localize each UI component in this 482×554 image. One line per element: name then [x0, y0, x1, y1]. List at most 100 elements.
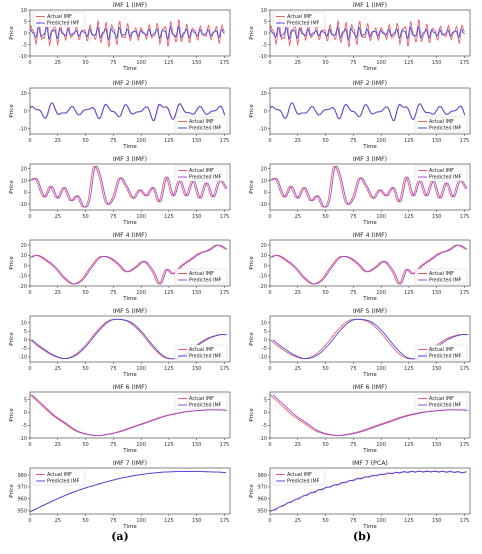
- legend-box: [272, 469, 326, 486]
- legend-box: [414, 344, 468, 361]
- series-line-actual: [270, 244, 466, 285]
- x-tick-label: 150: [432, 290, 442, 296]
- y-tick-label: 10: [21, 178, 27, 184]
- x-tick-label: 150: [432, 366, 442, 372]
- x-tick-label: 50: [82, 366, 88, 372]
- y-tick-label: 950: [17, 508, 27, 514]
- series-line-predicted: [30, 471, 227, 513]
- x-tick-label: 150: [432, 442, 442, 448]
- x-tick-label: 100: [136, 518, 146, 524]
- x-tick-label: 100: [376, 518, 386, 524]
- y-tick-label: 0: [264, 109, 267, 115]
- chart-7-a: IMF 7 (IMF) 0 25 50 75 100 125 150 175 950 960 970 9…: [9, 460, 231, 530]
- y-tick-label: -5: [22, 346, 27, 352]
- x-axis-label: Time: [122, 296, 137, 302]
- legend-entry: Actual IMF: [189, 396, 214, 402]
- chart-5-b: IMF 5 (IMF) 0 25 50 75 100 125 150 175 -10 -5 0 5 10 T…: [249, 308, 471, 378]
- x-tick-label: 25: [295, 366, 301, 372]
- x-tick-label: 0: [28, 214, 31, 220]
- x-axis-label: Time: [122, 372, 137, 378]
- y-axis-label: Price: [249, 180, 255, 194]
- x-tick-label: 25: [295, 518, 301, 524]
- y-tick-label: -10: [259, 355, 267, 361]
- plot-frame: [269, 163, 471, 211]
- plot-frame: [269, 315, 471, 363]
- x-tick-label: 0: [28, 138, 31, 144]
- x-tick-label: 150: [432, 214, 442, 220]
- x-tick-label: 75: [350, 366, 356, 372]
- chart-1-a: IMF 1 (IMF) 0 25 50 75 100 125 150 175 -10 -5 0 5 10 T…: [9, 2, 231, 72]
- x-tick-label: 150: [432, 60, 442, 66]
- x-tick-label: 50: [82, 442, 88, 448]
- x-tick-label: 100: [376, 366, 386, 372]
- legend-entry: Actual IMF: [189, 347, 214, 353]
- series-line-predicted: [270, 25, 465, 42]
- series-line-predicted: [271, 244, 468, 285]
- x-tick-label: 0: [28, 60, 31, 66]
- y-tick-label: -10: [259, 126, 267, 132]
- panel-label-a: (a): [111, 530, 129, 543]
- x-tick-label: 75: [350, 60, 356, 66]
- x-tick-label: 100: [376, 290, 386, 296]
- chart-title: IMF 6 (IMF): [353, 384, 387, 391]
- x-tick-label: 50: [322, 442, 328, 448]
- y-tick-label: -10: [19, 436, 27, 442]
- x-tick-label: 125: [164, 366, 174, 372]
- chart-4-a: IMF 4 (IMF) 0 25 50 75 100 125 150 175 -20 -10 0 10 2…: [9, 232, 231, 302]
- x-tick-label: 0: [268, 366, 271, 372]
- x-tick-label: 0: [28, 290, 31, 296]
- x-tick-label: 75: [110, 518, 116, 524]
- x-tick-label: 100: [136, 366, 146, 372]
- y-tick-label: 980: [17, 473, 27, 479]
- x-tick-label: 100: [376, 214, 386, 220]
- x-tick-label: 175: [220, 214, 230, 220]
- legend-box: [174, 393, 228, 410]
- x-axis-label: Time: [122, 524, 137, 530]
- x-tick-label: 150: [192, 442, 202, 448]
- y-tick-label: 980: [257, 473, 267, 479]
- chart-title: IMF 7 (PCA): [352, 460, 388, 467]
- chart-1-b: IMF 1 (IMF) 0 25 50 75 100 125 150 175 -10 -5 0 5 10 T…: [249, 2, 471, 72]
- x-tick-label: 50: [82, 518, 88, 524]
- x-axis-label: Time: [362, 372, 377, 378]
- series-line-actual: [30, 18, 225, 48]
- x-tick-label: 0: [28, 366, 31, 372]
- x-tick-label: 25: [55, 214, 61, 220]
- x-tick-label: 125: [164, 138, 174, 144]
- legend-entry: Actual IMF: [287, 14, 312, 20]
- y-tick-label: 20: [261, 167, 267, 173]
- chart-4-b: IMF 4 (IMF) 0 25 50 75 100 125 150 175 -20 -10 0 10 2…: [249, 232, 471, 302]
- y-axis-label: Price: [9, 26, 15, 40]
- x-tick-label: 75: [110, 290, 116, 296]
- x-tick-label: 0: [268, 518, 271, 524]
- legend-entry: Actual IMF: [47, 472, 72, 478]
- y-axis-label: Price: [9, 332, 15, 346]
- y-tick-label: 0: [264, 338, 267, 344]
- x-tick-label: 175: [460, 138, 470, 144]
- y-tick-label: 0: [24, 31, 27, 37]
- y-tick-label: 20: [261, 243, 267, 249]
- x-tick-label: 75: [350, 214, 356, 220]
- series-line-predicted: [30, 24, 225, 41]
- x-tick-label: 25: [55, 60, 61, 66]
- series-line-predicted: [31, 244, 228, 285]
- x-tick-label: 125: [404, 60, 414, 66]
- x-tick-label: 175: [220, 442, 230, 448]
- y-tick-label: 0: [24, 410, 27, 416]
- x-tick-label: 0: [28, 518, 31, 524]
- y-axis-label: Price: [249, 256, 255, 270]
- y-tick-label: 960: [17, 496, 27, 502]
- chart-title: IMF 7 (IMF): [113, 460, 147, 467]
- x-tick-label: 150: [192, 290, 202, 296]
- y-axis-label: Price: [9, 104, 15, 118]
- y-tick-label: 20: [21, 243, 27, 249]
- chart-title: IMF 1 (IMF): [113, 2, 147, 9]
- x-tick-label: 25: [55, 442, 61, 448]
- x-tick-label: 175: [460, 442, 470, 448]
- y-tick-label: -10: [259, 274, 267, 280]
- legend-box: [174, 344, 228, 361]
